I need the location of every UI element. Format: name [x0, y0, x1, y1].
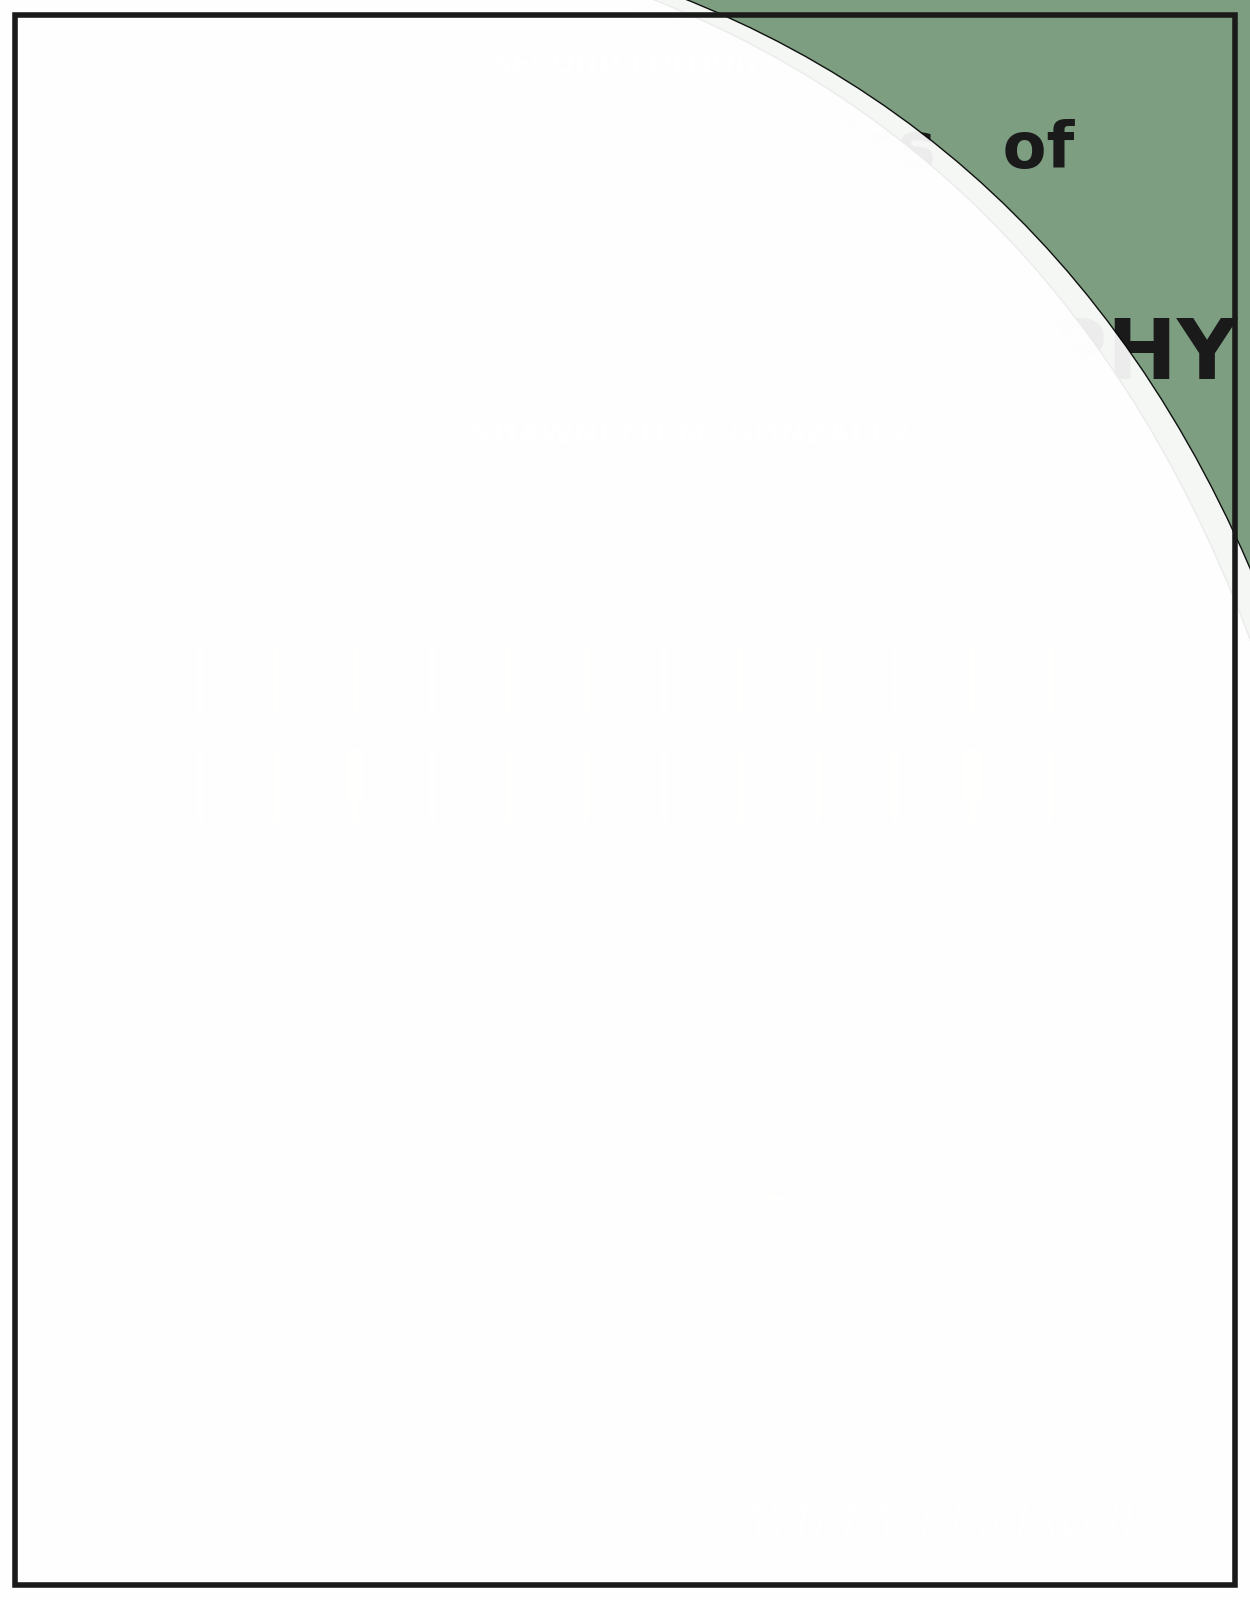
- Text: CONE BEAM: CONE BEAM: [348, 210, 902, 291]
- Text: SHAWNEEN M. GONZALEZ: SHAWNEEN M. GONZALEZ: [470, 421, 912, 450]
- Bar: [618, 962, 1090, 1430]
- Text: EDITED BY: EDITED BY: [350, 426, 455, 443]
- Text: COMPUTED TOMOGRAPHY: COMPUTED TOMOGRAPHY: [12, 315, 1238, 395]
- Text: WILEY Blackwell: WILEY Blackwell: [748, 1504, 1135, 1547]
- Bar: [140, 962, 608, 1430]
- Bar: [140, 515, 1110, 955]
- Text: Interpretation Basics   of: Interpretation Basics of: [175, 118, 1075, 181]
- Ellipse shape: [62, 1446, 172, 1578]
- Text: with website: with website: [78, 1466, 158, 1475]
- Text: SECOND EDITION: SECOND EDITION: [491, 51, 759, 78]
- Bar: [88, 1538, 100, 1544]
